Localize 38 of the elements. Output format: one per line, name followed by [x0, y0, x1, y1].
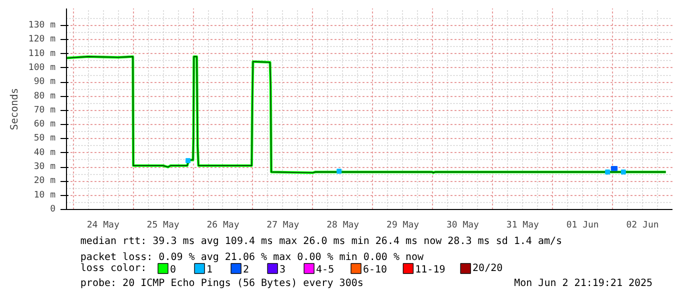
legend-title: loss color:: [80, 263, 147, 274]
x-tick-label: 28 May: [326, 220, 360, 230]
y-tick-label: 30 m: [34, 162, 56, 172]
x-tick-label: 31 May: [506, 220, 540, 230]
legend-label: 3: [280, 264, 286, 276]
text: median rtt: 39.3 ms avg 109.4 ms max 26.0 ms min 26.4 ms now 28.3 ms sd 1.4 am/s: [80, 236, 562, 247]
legend-label: 2: [242, 264, 250, 276]
text: Mon Jun 2 21:19:21 2025: [514, 278, 653, 289]
y-tick-label: 0: [50, 204, 56, 214]
x-tick-label: 27 May: [266, 220, 300, 230]
y-tick-label: 10 m: [34, 190, 56, 200]
y-tick-label: 120 m: [28, 34, 56, 45]
legend-label: 20/20: [472, 263, 503, 274]
y-tick-label: 80 m: [34, 91, 56, 102]
y-tick-label: 70 m: [34, 105, 56, 116]
text: packet loss: 0.09 % avg 21.06 % max 0.00 % min 0.00 % now: [80, 252, 425, 263]
legend-label: 1: [206, 264, 213, 276]
legend-label: 4-5: [316, 264, 334, 276]
x-tick-label: 26 May: [206, 220, 240, 230]
text: probe: 20 ICMP Echo Pings (56 Bytes) every 300s: [80, 278, 364, 289]
legend-label: 11-19: [415, 264, 446, 276]
x-tick-label: 29 May: [386, 220, 420, 230]
y-tick-label: 20 m: [34, 176, 56, 186]
x-tick-label: 02 Jun: [626, 220, 659, 230]
y-tick-label: 130 m: [28, 20, 56, 30]
x-tick-label: 25 May: [146, 220, 180, 230]
legend-label: 0: [170, 264, 176, 276]
y-tick-label: 50 m: [34, 134, 56, 144]
y-tick-label: 40 m: [34, 148, 56, 158]
x-tick-label: 01 Jun: [566, 220, 599, 230]
y-tick-label: 60 m: [34, 120, 56, 130]
y-tick-label: 90 m: [34, 77, 56, 88]
y-axis-title: Seconds: [9, 88, 20, 130]
x-tick-label: 30 May: [446, 220, 480, 230]
y-tick-label: 100 m: [28, 62, 56, 73]
y-tick-label: 110 m: [28, 48, 56, 59]
x-tick-label: 24 May: [86, 220, 120, 230]
legend-label: 6-10: [362, 264, 388, 276]
